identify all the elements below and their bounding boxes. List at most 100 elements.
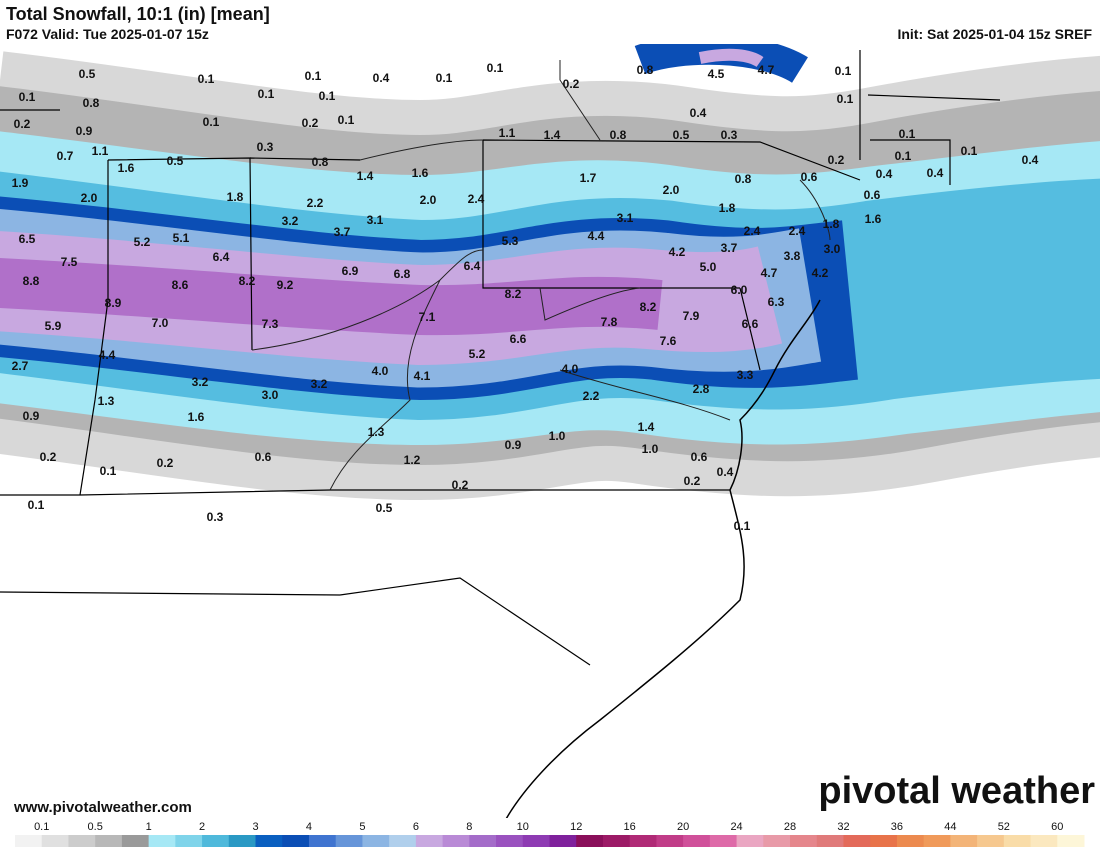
snow-amount: 2.0 xyxy=(420,193,437,207)
snow-amount: 0.2 xyxy=(302,116,319,130)
snow-amount: 2.8 xyxy=(693,382,710,396)
colorbar-swatch xyxy=(736,835,764,847)
colorbar-swatch xyxy=(95,835,123,847)
snow-amount: 2.0 xyxy=(663,183,680,197)
snow-amount: 1.6 xyxy=(865,212,882,226)
colorbar-swatch xyxy=(629,835,657,847)
snow-amount: 3.0 xyxy=(824,242,841,256)
snow-amount: 0.3 xyxy=(207,510,224,524)
colorbar-label: 10 xyxy=(517,821,529,833)
colorbar-swatch xyxy=(308,835,337,847)
colorbar-swatch xyxy=(843,835,871,847)
colorbar-label: 0.1 xyxy=(34,821,49,833)
snow-amount: 6.6 xyxy=(510,332,527,346)
header-bg xyxy=(0,0,1100,44)
colorbar-swatch xyxy=(255,835,283,847)
snow-amount: 6.9 xyxy=(342,264,359,278)
snow-amount: 5.3 xyxy=(502,234,519,248)
snow-amount: 7.1 xyxy=(419,310,436,324)
snow-amount: 0.5 xyxy=(376,501,393,515)
snow-amount: 1.4 xyxy=(544,128,561,142)
colorbar-label: 44 xyxy=(944,821,956,833)
colorbar-swatch xyxy=(68,835,96,847)
snow-amount: 2.2 xyxy=(307,196,324,210)
colorbar-swatch xyxy=(15,835,43,847)
snow-amount: 0.2 xyxy=(40,450,57,464)
snow-amount: 4.4 xyxy=(588,229,605,243)
snow-amount: 0.8 xyxy=(735,172,752,186)
snow-amount: 6.8 xyxy=(394,267,411,281)
colorbar-swatch xyxy=(148,835,176,847)
snow-amount: 0.1 xyxy=(198,72,215,86)
snow-amount: 2.0 xyxy=(81,191,98,205)
snow-amount: 4.7 xyxy=(761,266,778,280)
snow-amount: 0.2 xyxy=(563,77,580,91)
snow-amount: 6.4 xyxy=(213,250,230,264)
snow-amount: 3.2 xyxy=(282,214,299,228)
snow-amount: 0.4 xyxy=(690,106,707,120)
snow-amount: 7.0 xyxy=(152,316,169,330)
snow-amount: 1.8 xyxy=(823,217,840,231)
colorbar-swatch xyxy=(790,835,818,847)
colorbar-swatch xyxy=(1057,835,1085,847)
snow-amount: 6.0 xyxy=(731,283,748,297)
snow-amount: 4.4 xyxy=(99,348,116,362)
colorbar-swatch xyxy=(1030,835,1058,847)
snow-amount: 1.6 xyxy=(118,161,135,175)
colorbar-swatch xyxy=(175,835,203,847)
colorbar-label: 1 xyxy=(146,821,152,833)
snow-amount: 3.7 xyxy=(334,225,351,239)
snow-amount: 0.4 xyxy=(717,465,734,479)
snow-amount: 6.5 xyxy=(19,232,36,246)
colorbar-swatch xyxy=(656,835,684,847)
snow-amount: 1.6 xyxy=(188,410,205,424)
colorbar-swatch xyxy=(228,835,257,847)
snow-amount: 9.2 xyxy=(277,278,294,292)
snow-amount: 8.6 xyxy=(172,278,189,292)
colorbar-swatch xyxy=(870,835,898,847)
snow-amount: 5.0 xyxy=(700,260,717,274)
snow-amount: 6.6 xyxy=(742,317,759,331)
snow-amount: 0.5 xyxy=(673,128,690,142)
snow-amount: 0.9 xyxy=(76,124,93,138)
snow-amount: 8.8 xyxy=(23,274,40,288)
snow-labels: 0.5 0.1 0.1 0.4 0.10.10.20.8 4.5 4.7 0.10.1 0.80… xyxy=(12,61,1039,533)
snow-bands xyxy=(0,34,1100,500)
snow-amount: 1.9 xyxy=(12,176,29,190)
snow-amount: 1.3 xyxy=(368,425,385,439)
title: Total Snowfall, 10:1 (in) [mean] xyxy=(6,4,270,24)
snow-amount: 0.1 xyxy=(961,144,978,158)
snow-amount: 0.4 xyxy=(927,166,944,180)
state-borders xyxy=(0,50,1001,831)
snow-amount: 2.2 xyxy=(583,389,600,403)
colorbar: 0.1 0.5 1 2 3 4 5 6 8 10 12 16 20 24 28 32 36 44 52 60 xyxy=(15,821,1085,847)
colorbar-swatch xyxy=(763,835,791,847)
snow-amount: 0.9 xyxy=(23,409,40,423)
snow-amount: 0.8 xyxy=(312,155,329,169)
snow-amount: 0.5 xyxy=(167,154,184,168)
band-purple xyxy=(0,257,663,336)
band-lake-purple xyxy=(698,48,764,68)
snow-amount: 0.2 xyxy=(452,478,469,492)
snow-amount: 2.4 xyxy=(468,192,485,206)
colorbar-swatch xyxy=(335,835,363,847)
snow-amount: 5.1 xyxy=(173,231,190,245)
snow-amount: 0.8 xyxy=(83,96,100,110)
snow-amount: 1.3 xyxy=(98,394,115,408)
snow-amount: 0.4 xyxy=(876,167,893,181)
colorbar-swatch xyxy=(41,835,69,847)
init-time: Init: Sat 2025-01-04 15z SREF xyxy=(897,26,1092,42)
snow-amount: 0.1 xyxy=(319,89,336,103)
snow-amount: 1.0 xyxy=(549,429,566,443)
colorbar-label: 5 xyxy=(359,821,365,833)
colorbar-label: 12 xyxy=(570,821,582,833)
snow-amount: 0.2 xyxy=(14,117,31,131)
colorbar-label: 32 xyxy=(837,821,849,833)
snow-amount: 6.3 xyxy=(768,295,785,309)
snow-amount: 7.6 xyxy=(660,334,677,348)
colorbar-label: 20 xyxy=(677,821,689,833)
snow-amount: 0.1 xyxy=(837,92,854,106)
snow-amount: 6.4 xyxy=(464,259,481,273)
